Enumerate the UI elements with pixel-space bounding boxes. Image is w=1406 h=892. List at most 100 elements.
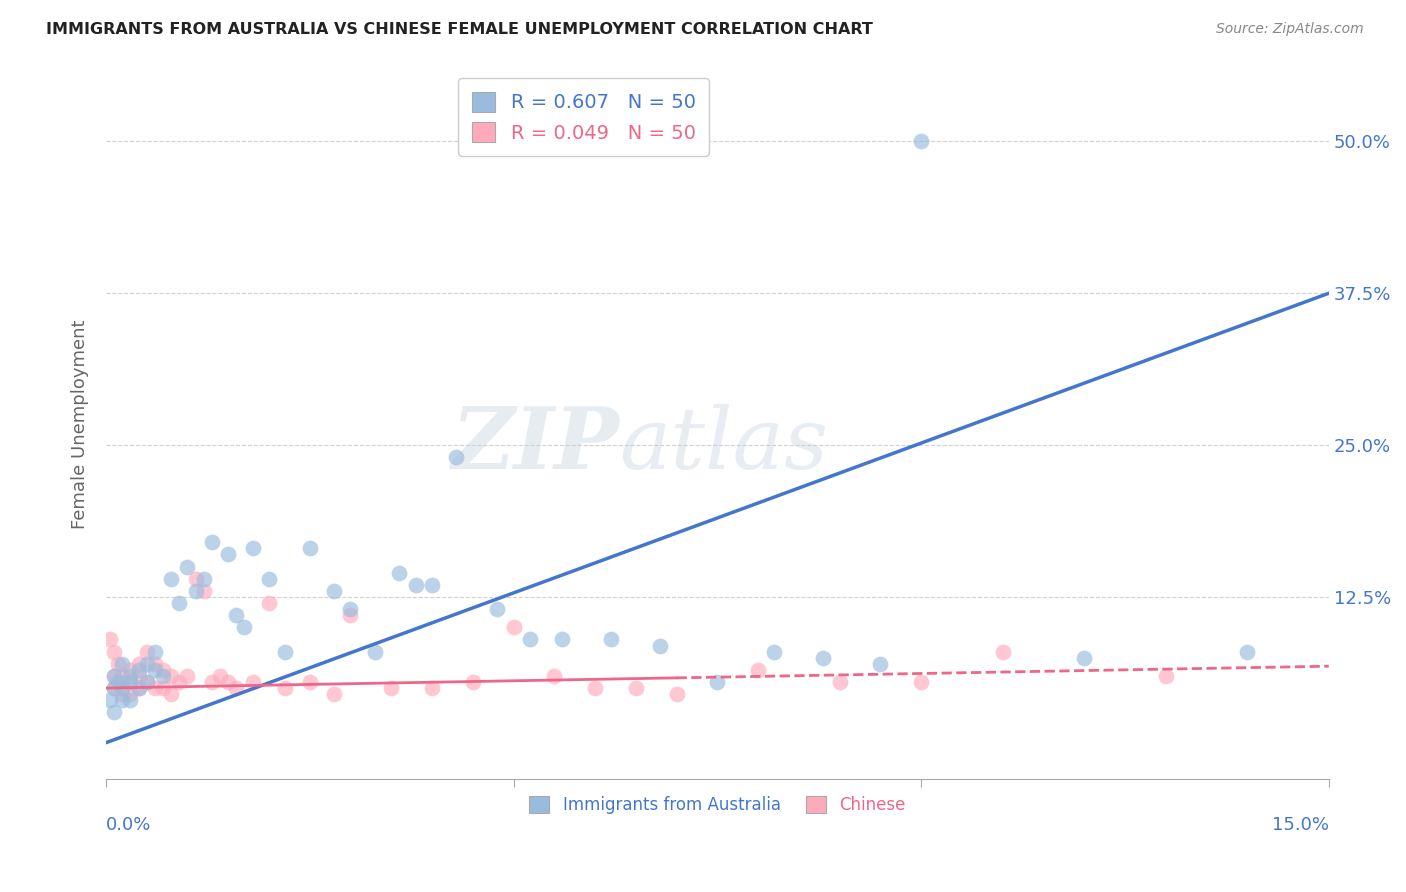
Point bbox=[128, 663, 150, 677]
Point bbox=[225, 681, 247, 695]
Point bbox=[193, 572, 215, 586]
Point bbox=[120, 675, 142, 690]
Point bbox=[1154, 669, 1177, 683]
Point bbox=[209, 669, 232, 683]
Point bbox=[665, 687, 688, 701]
Point bbox=[747, 663, 769, 677]
Legend: Immigrants from Australia, Chinese: Immigrants from Australia, Chinese bbox=[523, 789, 912, 821]
Point bbox=[388, 566, 411, 580]
Point bbox=[160, 669, 183, 683]
Point bbox=[143, 681, 166, 695]
Point bbox=[225, 608, 247, 623]
Point bbox=[461, 675, 484, 690]
Point bbox=[169, 675, 191, 690]
Point bbox=[380, 681, 402, 695]
Point bbox=[120, 693, 142, 707]
Point bbox=[160, 572, 183, 586]
Point bbox=[405, 578, 427, 592]
Point bbox=[650, 639, 672, 653]
Point bbox=[143, 645, 166, 659]
Point bbox=[323, 583, 346, 598]
Point bbox=[111, 669, 134, 683]
Point bbox=[152, 663, 174, 677]
Point bbox=[446, 450, 468, 465]
Point bbox=[551, 632, 574, 647]
Point bbox=[502, 620, 524, 634]
Point bbox=[120, 675, 142, 690]
Point bbox=[193, 583, 215, 598]
Point bbox=[217, 548, 239, 562]
Point bbox=[152, 681, 174, 695]
Point bbox=[323, 687, 346, 701]
Point bbox=[143, 663, 166, 677]
Point bbox=[143, 657, 166, 671]
Point bbox=[624, 681, 647, 695]
Point bbox=[274, 645, 297, 659]
Point bbox=[120, 669, 142, 683]
Point bbox=[1236, 645, 1258, 659]
Point bbox=[486, 602, 509, 616]
Point bbox=[298, 675, 321, 690]
Point bbox=[233, 620, 256, 634]
Point bbox=[991, 645, 1014, 659]
Point bbox=[135, 645, 157, 659]
Text: 0.0%: 0.0% bbox=[105, 815, 152, 834]
Point bbox=[120, 663, 142, 677]
Point bbox=[128, 657, 150, 671]
Point bbox=[201, 535, 224, 549]
Point bbox=[298, 541, 321, 556]
Point bbox=[120, 687, 142, 701]
Point bbox=[1073, 650, 1095, 665]
Point bbox=[103, 681, 125, 695]
Point bbox=[600, 632, 623, 647]
Point bbox=[103, 669, 125, 683]
Point bbox=[519, 632, 541, 647]
Point bbox=[184, 583, 207, 598]
Point bbox=[135, 657, 157, 671]
Point bbox=[274, 681, 297, 695]
Point bbox=[543, 669, 565, 683]
Point bbox=[176, 559, 198, 574]
Point bbox=[176, 669, 198, 683]
Point bbox=[420, 681, 443, 695]
Point bbox=[242, 541, 264, 556]
Point bbox=[128, 681, 150, 695]
Point bbox=[910, 135, 932, 149]
Point bbox=[420, 578, 443, 592]
Point bbox=[103, 669, 125, 683]
Point bbox=[152, 669, 174, 683]
Point bbox=[135, 675, 157, 690]
Point bbox=[813, 650, 835, 665]
Point bbox=[111, 657, 134, 671]
Point bbox=[111, 675, 134, 690]
Point bbox=[128, 681, 150, 695]
Point bbox=[242, 675, 264, 690]
Point bbox=[135, 675, 157, 690]
Text: Source: ZipAtlas.com: Source: ZipAtlas.com bbox=[1216, 22, 1364, 37]
Point bbox=[828, 675, 851, 690]
Point bbox=[103, 645, 125, 659]
Text: 15.0%: 15.0% bbox=[1272, 815, 1329, 834]
Text: atlas: atlas bbox=[620, 404, 828, 486]
Point bbox=[339, 608, 361, 623]
Text: ZIP: ZIP bbox=[451, 403, 620, 487]
Point bbox=[169, 596, 191, 610]
Point bbox=[706, 675, 728, 690]
Point bbox=[364, 645, 387, 659]
Point bbox=[111, 693, 134, 707]
Point bbox=[107, 657, 129, 671]
Point bbox=[257, 596, 280, 610]
Point bbox=[103, 706, 125, 720]
Point bbox=[111, 681, 134, 695]
Point bbox=[583, 681, 606, 695]
Point bbox=[201, 675, 224, 690]
Point bbox=[111, 681, 134, 695]
Point bbox=[910, 675, 932, 690]
Point bbox=[160, 687, 183, 701]
Point bbox=[98, 632, 121, 647]
Point bbox=[217, 675, 239, 690]
Point bbox=[257, 572, 280, 586]
Point bbox=[107, 675, 129, 690]
Y-axis label: Female Unemployment: Female Unemployment bbox=[72, 319, 89, 529]
Point bbox=[339, 602, 361, 616]
